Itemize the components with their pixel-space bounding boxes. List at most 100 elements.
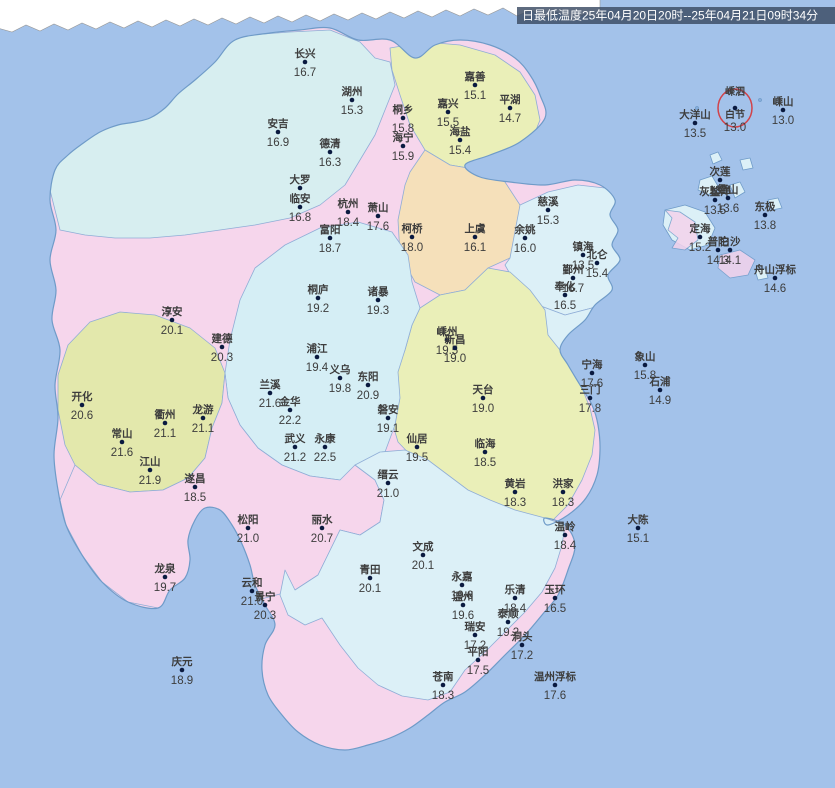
svg-text:18.5: 18.5 xyxy=(184,492,206,504)
svg-text:奉化: 奉化 xyxy=(554,280,576,293)
svg-text:13.8: 13.8 xyxy=(754,220,776,232)
svg-text:16.0: 16.0 xyxy=(514,243,536,255)
svg-text:20.6: 20.6 xyxy=(71,410,93,422)
svg-text:湖州: 湖州 xyxy=(342,85,363,98)
svg-text:仙居: 仙居 xyxy=(407,432,428,445)
svg-text:嘉善: 嘉善 xyxy=(464,70,486,83)
svg-text:21.0: 21.0 xyxy=(237,533,259,545)
svg-text:19.0: 19.0 xyxy=(444,353,466,365)
svg-text:19.2: 19.2 xyxy=(497,627,519,639)
svg-text:新昌: 新昌 xyxy=(445,333,466,346)
svg-text:余姚: 余姚 xyxy=(514,223,536,236)
svg-text:义乌: 义乌 xyxy=(329,363,351,376)
svg-text:乐清: 乐清 xyxy=(505,583,526,596)
svg-text:诸暴: 诸暴 xyxy=(368,285,389,298)
svg-text:20.1: 20.1 xyxy=(161,325,183,337)
svg-text:富阳: 富阳 xyxy=(320,223,341,236)
svg-text:16.5: 16.5 xyxy=(544,603,566,615)
svg-text:白沙: 白沙 xyxy=(720,235,741,248)
svg-text:16.5: 16.5 xyxy=(554,300,576,312)
svg-text:瑞安: 瑞安 xyxy=(465,620,486,633)
svg-text:14.6: 14.6 xyxy=(764,283,786,295)
svg-text:慈溪: 慈溪 xyxy=(538,195,559,208)
svg-text:22.5: 22.5 xyxy=(314,452,336,464)
svg-text:13.0: 13.0 xyxy=(772,115,794,127)
svg-text:柯桥: 柯桥 xyxy=(402,222,423,235)
svg-text:13.5: 13.5 xyxy=(684,128,706,140)
svg-text:次莲: 次莲 xyxy=(710,165,731,178)
svg-text:15.4: 15.4 xyxy=(449,145,472,157)
svg-text:苍南: 苍南 xyxy=(432,670,454,683)
svg-text:衢州: 衢州 xyxy=(155,408,176,421)
svg-text:大罗: 大罗 xyxy=(290,173,311,186)
svg-text:16.1: 16.1 xyxy=(464,242,486,254)
svg-text:桐乡: 桐乡 xyxy=(393,103,414,116)
svg-text:21.9: 21.9 xyxy=(139,475,161,487)
svg-text:21.1: 21.1 xyxy=(192,423,214,435)
svg-text:洪家: 洪家 xyxy=(553,477,574,490)
svg-text:德清: 德清 xyxy=(319,137,341,150)
svg-text:龙泉: 龙泉 xyxy=(154,562,176,575)
svg-text:19.2: 19.2 xyxy=(307,303,329,315)
svg-text:大洋山: 大洋山 xyxy=(679,108,711,121)
svg-text:文成: 文成 xyxy=(412,540,434,553)
svg-text:鄞州: 鄞州 xyxy=(563,263,584,276)
svg-text:长兴: 长兴 xyxy=(295,47,316,60)
svg-text:玉环: 玉环 xyxy=(545,584,566,596)
svg-text:温岭: 温岭 xyxy=(555,520,576,533)
svg-text:金华: 金华 xyxy=(279,395,301,408)
svg-text:15.3: 15.3 xyxy=(537,215,559,227)
svg-text:20.3: 20.3 xyxy=(211,352,233,364)
svg-text:武义: 武义 xyxy=(285,432,306,445)
svg-text:13.6: 13.6 xyxy=(717,203,739,215)
svg-text:15.4: 15.4 xyxy=(586,268,609,280)
svg-text:19.8: 19.8 xyxy=(329,383,351,395)
svg-text:宁海: 宁海 xyxy=(582,358,603,371)
svg-text:21.0: 21.0 xyxy=(377,488,399,500)
svg-text:大陈: 大陈 xyxy=(628,513,649,526)
svg-text:17.5: 17.5 xyxy=(467,665,489,677)
svg-text:临安: 临安 xyxy=(290,192,311,205)
svg-text:青田: 青田 xyxy=(360,563,381,576)
svg-text:14.7: 14.7 xyxy=(499,113,521,125)
svg-text:17.8: 17.8 xyxy=(579,403,601,415)
svg-text:龙游: 龙游 xyxy=(192,403,214,416)
svg-text:萧山: 萧山 xyxy=(368,201,389,214)
svg-text:15.1: 15.1 xyxy=(464,90,486,102)
svg-text:永嘉: 永嘉 xyxy=(451,570,473,583)
svg-text:平阳: 平阳 xyxy=(468,646,489,658)
svg-text:平湖: 平湖 xyxy=(500,93,521,106)
svg-text:云和: 云和 xyxy=(242,576,263,589)
svg-text:安吉: 安吉 xyxy=(268,117,289,130)
svg-text:三门: 三门 xyxy=(580,383,601,396)
svg-text:15.3: 15.3 xyxy=(341,105,363,117)
svg-text:18.9: 18.9 xyxy=(171,675,193,687)
svg-text:19.1: 19.1 xyxy=(377,423,399,435)
svg-text:17.6: 17.6 xyxy=(367,221,389,233)
svg-text:天台: 天台 xyxy=(473,383,494,396)
svg-text:东阳: 东阳 xyxy=(358,370,379,383)
svg-text:石浦: 石浦 xyxy=(649,375,671,388)
svg-text:19.3: 19.3 xyxy=(367,305,389,317)
svg-text:江山: 江山 xyxy=(140,455,161,468)
svg-text:衢山: 衢山 xyxy=(718,183,739,196)
svg-text:磐安: 磐安 xyxy=(378,403,399,416)
svg-text:20.1: 20.1 xyxy=(359,583,381,595)
svg-text:海盐: 海盐 xyxy=(450,125,471,138)
svg-text:18.7: 18.7 xyxy=(319,243,341,255)
svg-text:17.6: 17.6 xyxy=(544,690,566,702)
svg-text:20.7: 20.7 xyxy=(311,533,333,545)
svg-text:海宁: 海宁 xyxy=(393,131,414,144)
svg-text:象山: 象山 xyxy=(635,350,656,363)
svg-text:温州浮标: 温州浮标 xyxy=(534,670,576,683)
svg-text:杭州: 杭州 xyxy=(338,197,359,210)
svg-text:20.9: 20.9 xyxy=(357,390,379,402)
svg-text:13.0: 13.0 xyxy=(724,122,746,134)
svg-text:泰顺: 泰顺 xyxy=(497,607,519,620)
svg-text:定海: 定海 xyxy=(689,222,711,235)
svg-text:21.6: 21.6 xyxy=(111,447,133,459)
svg-text:21.1: 21.1 xyxy=(154,428,176,440)
svg-text:日最低温度25年04月20日20时--25年04月21日09: 日最低温度25年04月20日20时--25年04月21日09时34分 xyxy=(522,8,818,23)
svg-text:临海: 临海 xyxy=(475,437,496,450)
svg-text:桐庐: 桐庐 xyxy=(308,283,329,296)
